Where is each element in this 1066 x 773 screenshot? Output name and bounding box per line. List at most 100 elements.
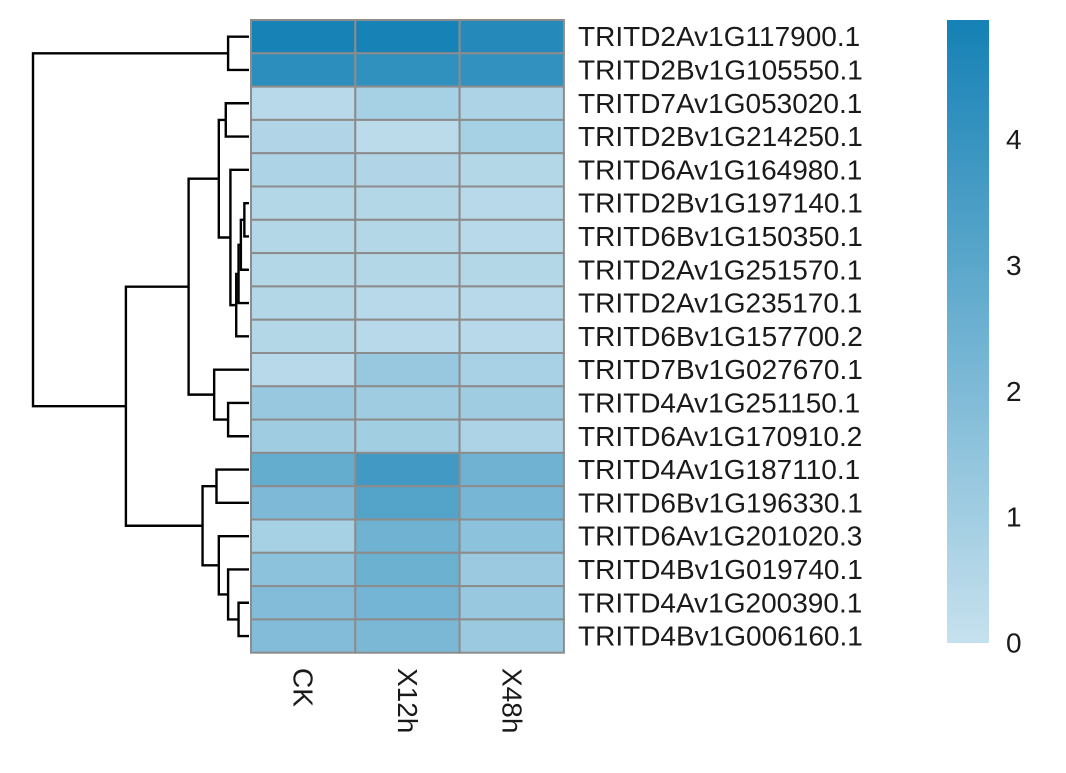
dendrogram-branch (215, 468, 249, 505)
legend-tick-label: 4 (1006, 124, 1022, 155)
heatmap-cell (458, 451, 565, 488)
heatmap-cell (354, 485, 461, 521)
heatmap-cell (250, 585, 357, 621)
row-label: TRITD6Bv1G157700.2 (578, 321, 863, 352)
heatmap-cell (354, 19, 461, 55)
legend-tick-label: 1 (1006, 502, 1022, 533)
heatmap-cell (354, 285, 461, 321)
row-label: TRITD2Av1G117900.1 (578, 21, 860, 52)
heatmap-cell (354, 252, 461, 288)
heatmap-cell (250, 418, 357, 454)
heatmap-cell (458, 618, 565, 654)
heatmap-cell (458, 418, 565, 454)
dendrogram-branch (226, 568, 249, 621)
row-label: TRITD4Av1G187110.1 (578, 454, 860, 485)
column-label: X12h (392, 668, 423, 733)
heatmap-cell (354, 585, 461, 621)
heatmap-cell (250, 451, 357, 488)
heatmap-cells (250, 19, 565, 654)
row-label: TRITD6Av1G201020.3 (578, 521, 862, 552)
dendrogram-branch (212, 368, 249, 421)
heatmap-cell (458, 385, 565, 421)
heatmap-cell (250, 118, 357, 155)
row-label: TRITD7Bv1G027670.1 (578, 354, 863, 385)
row-label: TRITD4Bv1G019740.1 (578, 554, 863, 585)
dendrogram-branch (243, 201, 249, 238)
row-label: TRITD2Bv1G197140.1 (578, 188, 863, 219)
heatmap-cell (250, 218, 357, 255)
heatmap-cell (354, 52, 461, 88)
heatmap-cell (354, 551, 461, 588)
dendrogram-branch (226, 35, 249, 72)
dendrogram-branch (237, 601, 249, 638)
heatmap-cell (354, 118, 461, 155)
row-label: TRITD2Bv1G105550.1 (578, 54, 863, 85)
heatmap-cell (354, 352, 461, 388)
row-label: TRITD6Av1G170910.2 (578, 421, 862, 452)
dendrogram-branch (124, 285, 203, 527)
heatmap-cell (354, 85, 461, 121)
heatmap-cell (458, 19, 565, 55)
dendrogram-branch (217, 534, 249, 596)
heatmap-cell (458, 352, 565, 388)
heatmap-cell (458, 85, 565, 121)
color-legend: 0 1 2 3 4 (947, 20, 1022, 659)
heatmap-cell (250, 185, 357, 221)
heatmap-cell (458, 218, 565, 255)
dendrogram-branch (239, 218, 249, 271)
heatmap-cell (458, 585, 565, 621)
row-label: TRITD2Av1G235170.1 (578, 288, 862, 319)
row-label: TRITD4Bv1G006160.1 (578, 621, 863, 652)
heatmap-cell (354, 185, 461, 221)
heatmap-cell (458, 518, 565, 554)
heatmap-cell (458, 285, 565, 321)
heatmap-cell (354, 152, 461, 188)
heatmap-cell (354, 518, 461, 554)
column-label: X48h (496, 668, 527, 733)
heatmap-cell (250, 85, 357, 121)
column-labels: CK X12h X48h (288, 668, 528, 733)
legend-color-bar (947, 20, 989, 643)
heatmap-cell (250, 52, 357, 88)
heatmap-cell (354, 318, 461, 355)
column-label: CK (288, 668, 319, 707)
heatmap-cell (250, 352, 357, 388)
heatmap-cell (250, 252, 357, 288)
dendrogram-branch (187, 177, 219, 396)
row-label: TRITD6Bv1G150350.1 (578, 221, 863, 252)
heatmap-cell (458, 551, 565, 588)
legend-tick-label: 3 (1006, 250, 1022, 281)
row-label: TRITD6Bv1G196330.1 (578, 487, 863, 518)
row-label: TRITD4Av1G200390.1 (578, 587, 862, 618)
heatmap-cell (250, 485, 357, 521)
heatmap-cell (458, 318, 565, 355)
heatmap-cell (354, 418, 461, 454)
heatmap-cell (250, 318, 357, 355)
row-label: TRITD2Bv1G214250.1 (578, 121, 863, 152)
heatmap-cell (354, 218, 461, 255)
heatmap-cell (250, 285, 357, 321)
heatmap-cell (250, 551, 357, 588)
legend-tick-label: 0 (1006, 628, 1022, 659)
heatmap-cell (250, 152, 357, 188)
legend-tick-label: 2 (1006, 376, 1022, 407)
row-dendrogram (31, 35, 249, 638)
heatmap-cell (250, 618, 357, 654)
heatmap-cell (354, 451, 461, 488)
row-label: TRITD7Av1G053020.1 (578, 88, 862, 119)
row-label: TRITD6Av1G164980.1 (578, 154, 862, 185)
heatmap-cell (458, 152, 565, 188)
row-label: TRITD2Av1G251570.1 (578, 254, 862, 285)
row-labels: TRITD2Av1G117900.1TRITD2Bv1G105550.1TRIT… (578, 21, 863, 651)
dendrogram-branch (235, 272, 249, 338)
heatmap-cell (250, 19, 357, 55)
heatmap-cell (354, 385, 461, 421)
heatmap-cell (250, 518, 357, 554)
heatmap-cell (458, 52, 565, 88)
dendrogram-branch (224, 102, 249, 138)
heatmap-cell (458, 118, 565, 155)
heatmap-cell (458, 252, 565, 288)
dendrogram-branch (226, 401, 249, 438)
heatmap-cell (458, 485, 565, 521)
